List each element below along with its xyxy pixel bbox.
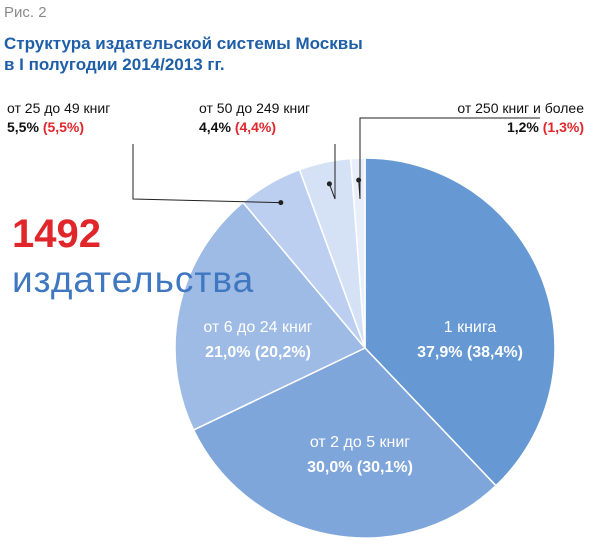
callout-25-49-value: 5,5%: [7, 119, 39, 135]
leader-250-plus-line: [358, 117, 540, 200]
callout-250-plus-value: 1,2%: [506, 119, 539, 135]
leader-250-plus-dot: [356, 177, 362, 183]
total-publishers-value: 1492: [12, 212, 101, 256]
label-1-book-value: 37,9% (38,4%): [417, 344, 523, 361]
slice-1-book: [364, 157, 556, 487]
figure-label: Рис. 2: [4, 4, 47, 21]
callout-25-49-label: от 25 до 49 книг: [7, 100, 111, 116]
leader-25-49-dot: [278, 200, 284, 206]
callout-50-249: от 50 до 249 книг 4,4% (4,4%): [199, 99, 310, 137]
label-2-5-books-name: от 2 до 5 книг: [310, 434, 410, 451]
leader-25-49-line: [132, 144, 281, 204]
callout-250-plus-label: от 250 книг и более: [457, 100, 584, 116]
leader-50-249-dot: [326, 181, 332, 187]
callout-25-49-prev: (5,5%): [42, 119, 85, 135]
leader-50-249-line: [328, 144, 336, 200]
callout-25-49: от 25 до 49 книг 5,5% (5,5%): [7, 99, 110, 137]
callout-250-plus-prev: (1,3%): [542, 119, 584, 135]
callout-50-249-value: 4,4%: [199, 119, 231, 135]
callout-250-plus: от 250 книг и более 1,2% (1,3%): [457, 99, 584, 137]
chart-title-line-1: Структура издательской системы Москвы: [4, 34, 363, 53]
callout-50-249-prev: (4,4%): [234, 119, 277, 135]
slice-6-24-books: [174, 201, 367, 431]
slice-2-5-books: [192, 347, 497, 539]
label-2-5-books-value: 30,0% (30,1%): [307, 459, 413, 476]
total-publishers-label: издательства: [12, 259, 255, 300]
label-1-book-name: 1 книга: [444, 319, 497, 336]
chart-title: Структура издательской системы Москвы в …: [4, 33, 424, 75]
label-6-24-books-name: от 6 до 24 книг: [203, 319, 312, 336]
slice-250-plus-books: [349, 157, 366, 349]
chart-title-line-2: в I полугодии 2014/2013 гг.: [4, 55, 225, 74]
callout-50-249-label: от 50 до 249 книг: [199, 100, 311, 116]
label-6-24-books-value: 21,0% (20,2%): [205, 344, 311, 361]
